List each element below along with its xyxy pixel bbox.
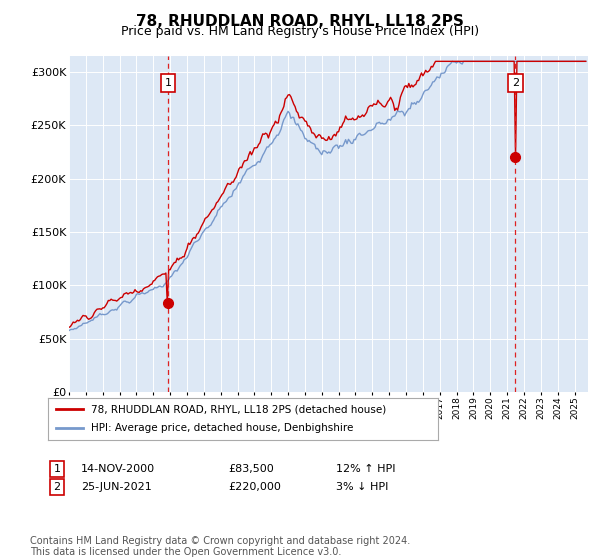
Text: 1: 1 [53, 464, 61, 474]
Text: 78, RHUDDLAN ROAD, RHYL, LL18 2PS (detached house): 78, RHUDDLAN ROAD, RHYL, LL18 2PS (detac… [91, 404, 386, 414]
Text: 78, RHUDDLAN ROAD, RHYL, LL18 2PS: 78, RHUDDLAN ROAD, RHYL, LL18 2PS [136, 14, 464, 29]
Text: 2: 2 [53, 482, 61, 492]
Text: Price paid vs. HM Land Registry's House Price Index (HPI): Price paid vs. HM Land Registry's House … [121, 25, 479, 38]
Text: £220,000: £220,000 [228, 482, 281, 492]
Text: £83,500: £83,500 [228, 464, 274, 474]
Text: Contains HM Land Registry data © Crown copyright and database right 2024.
This d: Contains HM Land Registry data © Crown c… [30, 535, 410, 557]
Text: 1: 1 [164, 78, 172, 88]
Text: 12% ↑ HPI: 12% ↑ HPI [336, 464, 395, 474]
Text: 14-NOV-2000: 14-NOV-2000 [81, 464, 155, 474]
Text: 25-JUN-2021: 25-JUN-2021 [81, 482, 152, 492]
Text: 2: 2 [512, 78, 519, 88]
Text: HPI: Average price, detached house, Denbighshire: HPI: Average price, detached house, Denb… [91, 423, 353, 433]
Text: 3% ↓ HPI: 3% ↓ HPI [336, 482, 388, 492]
